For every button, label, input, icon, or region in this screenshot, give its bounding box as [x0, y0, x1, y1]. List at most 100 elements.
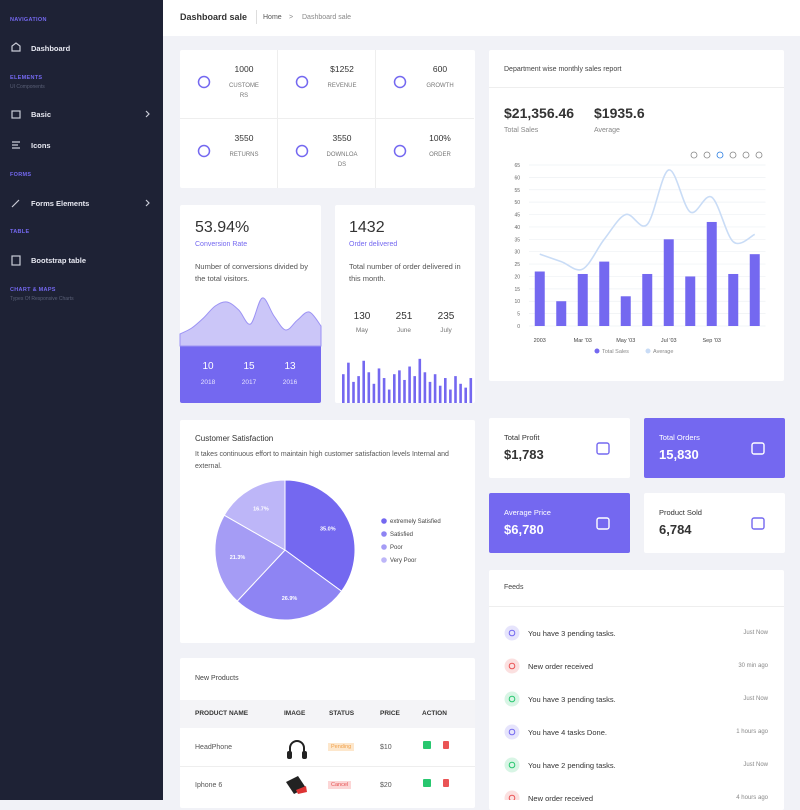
divider	[256, 10, 257, 24]
divider	[489, 87, 784, 88]
feed-text: You have 4 tasks Done.	[528, 728, 607, 737]
stat-card: Total Profit $1,783	[489, 418, 630, 478]
sales-title: Department wise monthly sales report	[504, 66, 622, 73]
year-label: 2016	[282, 379, 298, 386]
stat-label: CUSTOMERS	[229, 83, 259, 99]
section-title: FORMS	[10, 172, 32, 178]
stat-cell: 3550 DOWNLOADS	[278, 119, 376, 188]
feeds-title: Feeds	[504, 584, 524, 591]
feed-time: 1 hours ago	[736, 729, 768, 735]
icon-basic	[11, 110, 21, 119]
chevron	[145, 110, 150, 207]
headphone-image	[289, 740, 305, 755]
headphone-image	[287, 751, 292, 759]
satisfaction-subtitle: It takes continuous effort to maintain h…	[195, 451, 449, 470]
column-header: IMAGE	[284, 710, 306, 717]
menu-item[interactable]: Dashboard	[31, 44, 71, 53]
products-card: New Products PRODUCT NAME IMAGE STATUS P…	[180, 658, 475, 808]
feed-time: Just Now	[743, 762, 768, 768]
feed-text: New order received	[528, 662, 594, 671]
icon-home	[11, 42, 21, 52]
icon-table	[11, 255, 21, 266]
stat-card-title: Product Sold	[659, 508, 702, 517]
stat-label: RETURNS	[229, 152, 259, 158]
feed-text: You have 3 pending tasks.	[528, 629, 616, 638]
conversion-description: Number of conversions divided by the tot…	[195, 262, 308, 283]
section-title: NAVIGATION	[10, 17, 47, 23]
menu-item[interactable]: Icons	[31, 141, 51, 150]
feeds-card: Feeds You have 3 pending tasks. Just Now N…	[489, 570, 784, 810]
stat-card-value: 15,830	[659, 447, 699, 462]
month-value: 235	[437, 311, 455, 322]
year-label: 2017	[241, 379, 257, 386]
column-header: STATUS	[329, 710, 355, 717]
stat-label: REVENUE	[327, 83, 357, 89]
section-subtitle: Types Of Responsive Charts	[10, 296, 74, 302]
delete-button[interactable]	[443, 741, 449, 749]
icon-forms	[11, 199, 20, 208]
stat-value: 100%	[429, 133, 451, 143]
stat-card: Average Price $6,780	[489, 493, 630, 553]
stat-label: GROWTH	[426, 83, 454, 89]
delete-button[interactable]	[443, 779, 449, 787]
top-bar: Dashboard sale Home > Dashboard sale	[163, 0, 800, 36]
feed-time: Just Now	[743, 630, 768, 636]
menu-item[interactable]: Basic	[31, 110, 52, 119]
stat-value: 3550	[332, 133, 352, 143]
stat-card-value: 6,784	[659, 522, 692, 537]
feed-text: You have 3 pending tasks.	[528, 695, 616, 704]
sidebar-icons	[11, 42, 150, 266]
products-title: New Products	[195, 675, 239, 682]
sales-card: Department wise monthly sales report $21…	[489, 50, 784, 381]
orders-description: Total number of order delivered in this …	[349, 262, 461, 283]
column-header: PRICE	[380, 710, 400, 717]
menu-item[interactable]: Bootstrap table	[31, 256, 87, 265]
section-title: TABLE	[10, 229, 30, 235]
average-sales-label: Average	[594, 127, 620, 134]
icon-icons	[12, 141, 20, 149]
feed-text: New order received	[528, 794, 594, 803]
section-title: ELEMENTS	[10, 75, 43, 81]
stat-value: 1000	[234, 64, 254, 74]
divider	[180, 766, 475, 767]
breadcrumb-separator: >	[289, 14, 294, 21]
feed-time: Just Now	[743, 696, 768, 702]
conversion-label: Conversion Rate	[195, 241, 248, 248]
stat-card: Total Orders 15,830	[644, 418, 785, 478]
stat-label: ORDER	[429, 152, 451, 158]
year-value: 10	[202, 361, 214, 372]
status-badge: Pending	[328, 743, 355, 751]
product-price: $20	[380, 782, 392, 789]
page-title: Dashboard sale	[180, 12, 248, 22]
orders-label: Order delivered	[349, 241, 398, 248]
stat-label: DOWNLOADS	[326, 152, 358, 168]
breadcrumb-current: Dashboard sale	[302, 14, 352, 21]
headphone-image	[302, 751, 307, 759]
month-value: 251	[395, 311, 413, 322]
sidebar: NAVIGATION Dashboard ELEMENTS UI Compone…	[0, 0, 163, 800]
edit-button[interactable]	[423, 779, 431, 787]
breadcrumb-link[interactable]: Home	[263, 14, 282, 21]
stat-cell: 3550 RETURNS	[180, 119, 278, 188]
stat-card-title: Average Price	[504, 508, 551, 517]
edit-button[interactable]	[423, 741, 431, 749]
table-icons	[286, 740, 449, 794]
stat-card-value: $1,783	[504, 447, 544, 462]
stat-value: 3550	[234, 133, 254, 143]
stat-cell: 1000 CUSTOMERS	[180, 50, 278, 119]
orders-value: 1432	[349, 219, 385, 236]
conversion-card: 53.94% Conversion Rate Number of convers…	[180, 205, 321, 403]
phone-image	[296, 786, 307, 794]
year-label: 2018	[200, 379, 216, 386]
section-subtitle: UI Components	[10, 84, 45, 90]
menu-item[interactable]: Forms Elements	[31, 199, 90, 208]
orders-card: 1432 Order delivered Total number of ord…	[335, 205, 475, 403]
column-header: ACTION	[422, 710, 447, 717]
month-value: 130	[353, 311, 371, 322]
stat-cell: 100% ORDER	[376, 119, 474, 188]
satisfaction-card: Customer Satisfaction It takes continuou…	[180, 420, 475, 643]
stats-card: 1000 CUSTOMERS $1252 REVENUE 600 GROWTH 3550 RE…	[180, 50, 475, 188]
month-label: July	[440, 327, 452, 334]
feed-text: You have 2 pending tasks.	[528, 761, 616, 770]
